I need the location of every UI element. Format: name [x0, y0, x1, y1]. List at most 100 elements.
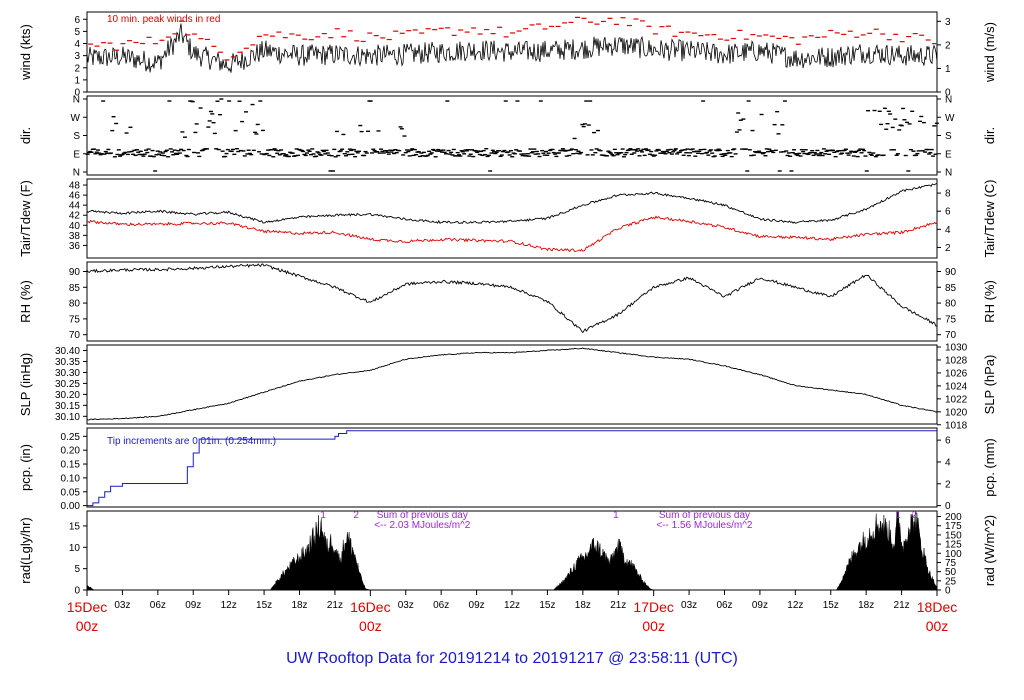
direction-ylabel-right: dir.: [982, 127, 997, 144]
radiation-annotation: <-- 2.03 MJoules/m^2: [374, 520, 471, 531]
x-hour-tick-label: 09z: [469, 600, 485, 611]
rh-line: [86, 263, 937, 334]
precip-line: [87, 430, 937, 507]
wind-ytick-left: 4: [74, 39, 80, 50]
temperature-ytick-left: 44: [69, 201, 81, 212]
precip-annotation: Tip increments are 0.01in. (0.254mm.): [107, 436, 276, 447]
radiation-annotation: Sum of previous day: [377, 510, 468, 521]
temperature-ytick-right: 6: [945, 207, 951, 218]
radiation-ytick-right: 25: [945, 576, 957, 587]
precip-ytick-left: 0.00: [61, 501, 81, 512]
precip-ylabel-right: pcp. (mm): [982, 438, 997, 497]
direction-ylabel-left: dir.: [18, 127, 33, 144]
temperature-ytick-right: 2: [945, 243, 951, 254]
rh-ytick-right: 85: [945, 283, 957, 294]
x-hour-tick-label: 03z: [114, 600, 130, 611]
precip-ylabel-left: pcp. (in): [18, 444, 33, 491]
radiation-annotation: <-- 1.56 MJoules/m^2: [656, 520, 753, 531]
radiation-ytick-right: 125: [945, 540, 962, 551]
x-hour-tick-label: 09z: [752, 600, 768, 611]
radiation-ytick-right: 75: [945, 558, 957, 569]
slp-ytick-right: 1028: [945, 355, 968, 366]
radiation-area: [86, 511, 938, 591]
temperature-panel-frame: [86, 178, 938, 259]
direction-ytick-left: N: [73, 95, 80, 106]
wind-ytick-left: 0: [74, 88, 80, 99]
direction-ytick-right: N: [945, 168, 952, 179]
x-day-time-label: 00z: [359, 618, 382, 634]
air-temperature-line: [86, 183, 938, 224]
x-day-date-label: 16Dec: [350, 599, 390, 615]
precip-ytick-left: 0.10: [61, 473, 81, 484]
wind-ytick-right: 3: [945, 17, 951, 28]
precip-ytick-left: 0.25: [61, 432, 81, 443]
wind-ytick-right: 1: [945, 64, 951, 75]
dewpoint-line: [86, 215, 938, 253]
direction-ytick-right: W: [945, 113, 955, 124]
rh-ylabel-right: RH (%): [982, 280, 997, 323]
wind-annotation: 10 min. peak winds in red: [107, 14, 220, 25]
x-hour-tick-label: 18z: [291, 600, 307, 611]
rh-ytick-left: 90: [69, 267, 81, 278]
slp-ytick-right: 1030: [945, 343, 968, 354]
radiation-ytick-right: 0: [945, 586, 951, 597]
radiation-marker: 1: [320, 510, 326, 521]
radiation-ytick-right: 200: [945, 512, 962, 523]
radiation-marker: 2: [353, 510, 359, 521]
temperature-ylabel-right: Tair/Tdew (C): [982, 179, 997, 257]
wind-speed-line: [86, 23, 938, 73]
temperature-ytick-left: 46: [69, 191, 81, 202]
wind-panel-frame: [86, 11, 938, 93]
radiation-ytick-left: 5: [74, 564, 80, 575]
x-hour-tick-label: 21z: [327, 600, 343, 611]
wind-ylabel-right: wind (m/s): [982, 22, 997, 83]
slp-ytick-right: 1024: [945, 381, 968, 392]
x-hour-tick-label: 15z: [539, 600, 555, 611]
x-day-date-label: 17Dec: [633, 599, 673, 615]
slp-ytick-left: 30.15: [55, 401, 80, 412]
x-day-time-label: 00z: [926, 618, 949, 634]
temperature-ytick-right: 4: [945, 225, 951, 236]
radiation-ytick-right: 50: [945, 567, 957, 578]
slp-ytick-left: 30.40: [55, 346, 80, 357]
x-day-time-label: 00z: [76, 618, 99, 634]
temperature-ytick-left: 48: [69, 181, 81, 192]
radiation-marker: 1: [895, 510, 901, 521]
rh-panel-frame: [86, 261, 938, 342]
precip-panel-frame: [86, 427, 938, 508]
temperature-ytick-left: 40: [69, 221, 81, 232]
rh-ylabel-left: RH (%): [18, 280, 33, 323]
slp-ytick-left: 30.25: [55, 379, 80, 390]
radiation-ytick-left: 0: [74, 586, 80, 597]
x-hour-tick-label: 12z: [787, 600, 803, 611]
x-hour-tick-label: 15z: [256, 600, 272, 611]
x-hour-tick-label: 12z: [504, 600, 520, 611]
precip-ytick-left: 0.20: [61, 446, 81, 457]
rh-ytick-left: 80: [69, 299, 81, 310]
temperature-ytick-right: 8: [945, 189, 951, 200]
x-hour-tick-label: 18z: [858, 600, 874, 611]
precip-ytick-left: 0.05: [61, 487, 81, 498]
wind-ytick-left: 1: [74, 75, 80, 86]
x-hour-tick-label: 09z: [185, 600, 201, 611]
direction-ytick-right: N: [945, 95, 952, 106]
direction-ytick-left: N: [73, 168, 80, 179]
wind-ytick-right: 2: [945, 40, 951, 51]
radiation-annotation: Sum of previous day: [659, 510, 750, 521]
rh-ytick-right: 75: [945, 314, 957, 325]
rh-ytick-right: 90: [945, 267, 957, 278]
wind-ytick-left: 6: [74, 15, 80, 26]
rh-ytick-right: 70: [945, 330, 957, 341]
slp-ytick-right: 1026: [945, 368, 968, 379]
precip-ytick-right: 4: [945, 457, 951, 468]
radiation-ytick-left: 10: [69, 543, 81, 554]
wind-ytick-left: 3: [74, 51, 80, 62]
precip-ytick-right: 0: [945, 501, 951, 512]
x-hour-tick-label: 21z: [894, 600, 910, 611]
radiation-marker: 2: [912, 510, 918, 521]
rh-ytick-left: 75: [69, 314, 81, 325]
wind-ylabel-left: wind (kts): [18, 24, 33, 81]
direction-panel-frame: [86, 95, 938, 176]
